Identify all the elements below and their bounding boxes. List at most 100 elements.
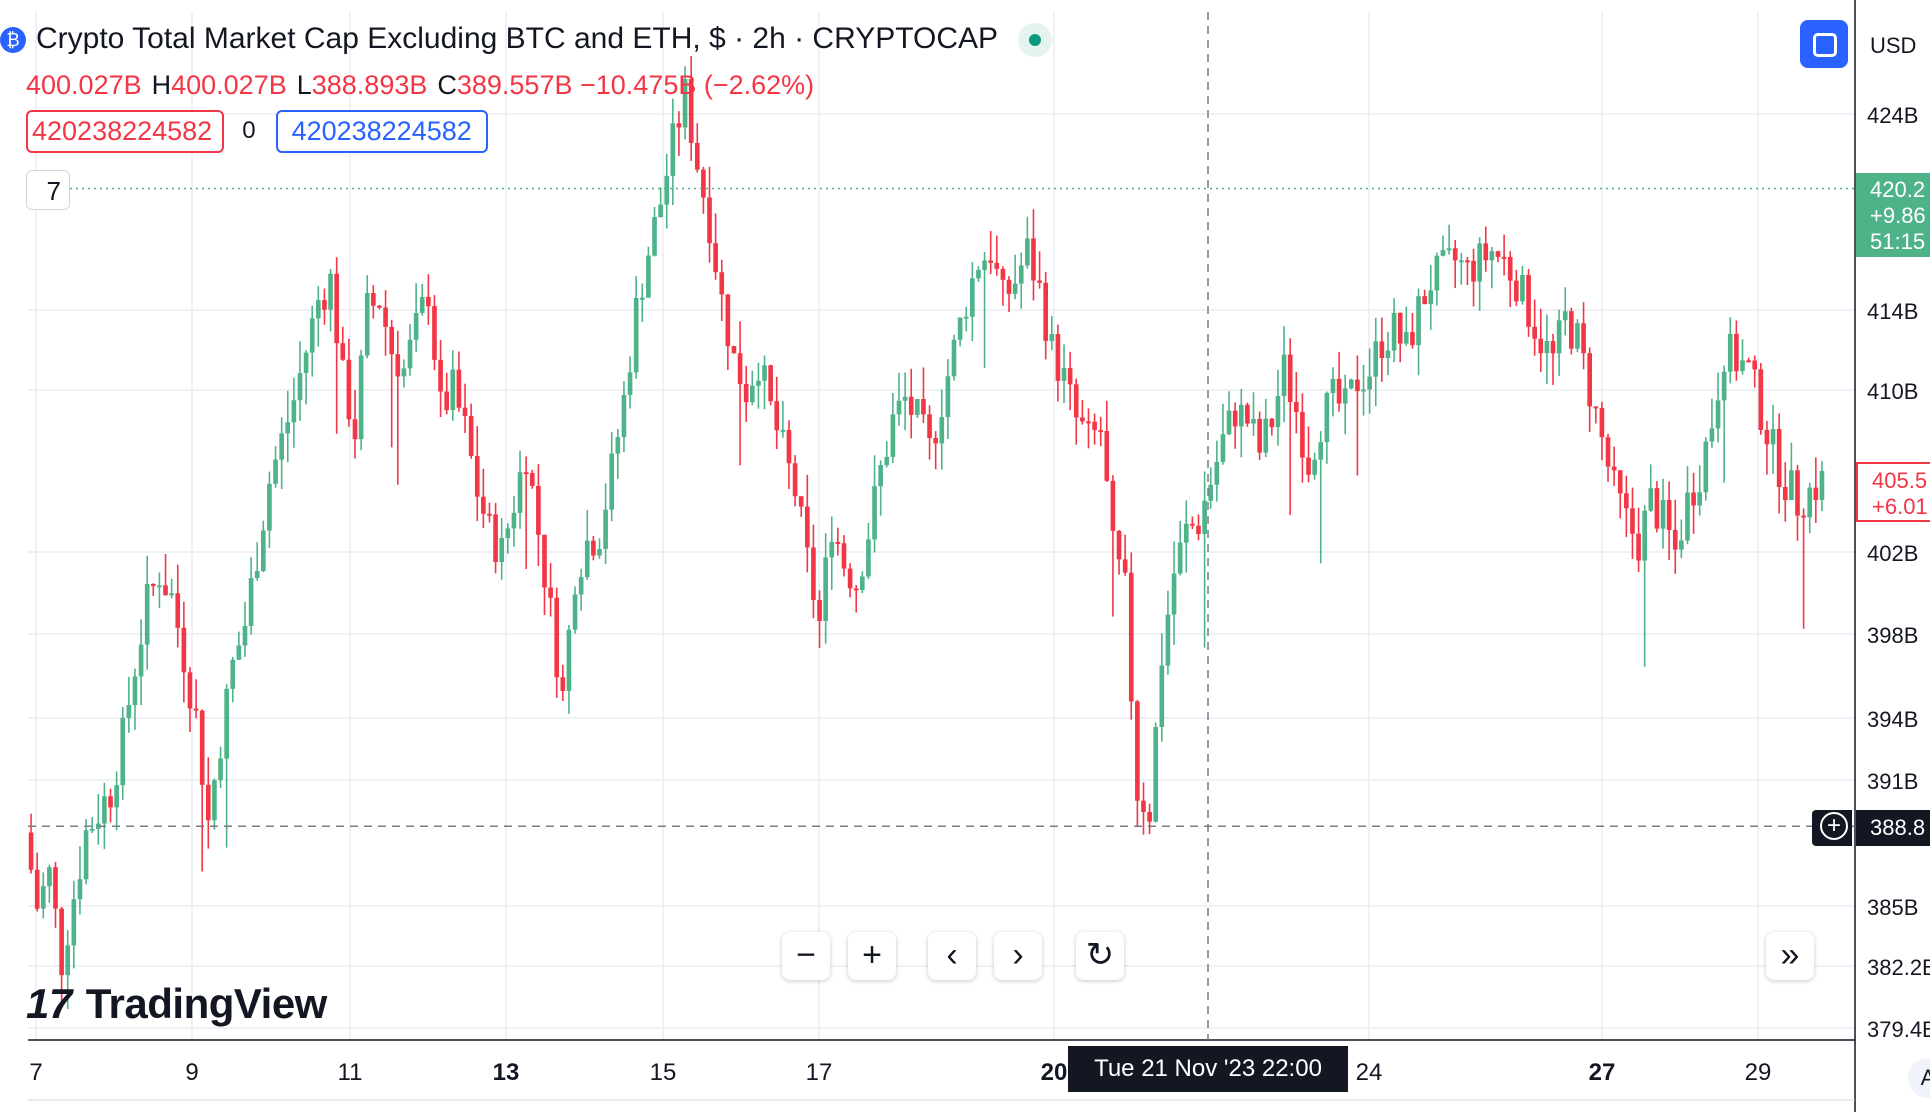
sell-button[interactable]: 420238224582 xyxy=(26,109,225,153)
candle-body xyxy=(1000,268,1006,280)
candle-body xyxy=(1416,296,1421,346)
candle-body xyxy=(908,396,914,415)
candle-body xyxy=(902,396,908,401)
candle-body xyxy=(560,677,566,691)
candle-body xyxy=(432,306,437,360)
candle-body xyxy=(1251,418,1256,424)
low-label: L xyxy=(296,70,312,100)
candle-body xyxy=(1263,418,1269,453)
reset-chart-button[interactable]: ↻ xyxy=(1076,932,1124,980)
candle-body xyxy=(804,506,810,548)
candle-body xyxy=(841,543,847,569)
candle-body xyxy=(951,339,957,377)
candle-body xyxy=(1135,701,1140,801)
add-alert-icon[interactable] xyxy=(1812,810,1852,846)
candle-body xyxy=(1141,800,1146,812)
candle-body xyxy=(316,300,321,319)
candle-body xyxy=(1648,488,1654,511)
candle-body xyxy=(83,830,89,880)
candle-body xyxy=(994,262,1000,269)
candle-body xyxy=(1672,529,1678,550)
candle-body xyxy=(1575,323,1580,349)
candle-body xyxy=(1691,492,1696,506)
scroll-forward-button[interactable]: › xyxy=(994,932,1042,980)
candle-body xyxy=(676,123,682,128)
candle-body xyxy=(1636,533,1641,561)
candle-body xyxy=(1782,487,1788,501)
candle-body xyxy=(762,365,767,381)
candle-body xyxy=(1727,333,1733,372)
buy-button[interactable]: 420238224582 xyxy=(275,109,488,153)
scroll-back-button[interactable]: ‹ xyxy=(928,932,976,980)
candle-body xyxy=(1397,312,1403,344)
candle-body xyxy=(878,465,883,487)
candle-body xyxy=(1342,388,1348,404)
tradingview-logo[interactable]: 17 TradingView xyxy=(26,980,327,1028)
candle-body xyxy=(334,273,339,344)
candle-body xyxy=(389,326,395,355)
candle-body xyxy=(1776,429,1782,488)
candle-body xyxy=(853,588,859,591)
candle-body xyxy=(725,294,731,347)
candle-body xyxy=(578,577,584,595)
fullscreen-button[interactable] xyxy=(1800,20,1848,68)
candle-body xyxy=(1428,290,1434,305)
collapse-legend-button[interactable]: 7 xyxy=(26,170,70,210)
candle-body xyxy=(1012,283,1018,294)
candle-body xyxy=(1391,312,1397,351)
candle-body xyxy=(1679,540,1684,550)
candle-body xyxy=(28,832,34,870)
candle-body xyxy=(1287,354,1293,402)
candle-body xyxy=(212,780,217,821)
market-status-icon[interactable] xyxy=(1018,23,1053,58)
y-tick-label: 391B xyxy=(1867,769,1918,794)
y-tick-label: 385B xyxy=(1867,895,1918,920)
candle-body xyxy=(1403,332,1409,344)
candle-body xyxy=(1318,442,1324,460)
candle-body xyxy=(383,307,388,327)
candle-body xyxy=(1220,434,1226,462)
candle-body xyxy=(377,305,382,308)
last-change: +9.86 xyxy=(1870,203,1926,228)
candle-body xyxy=(1098,430,1104,433)
auto-scale-button[interactable]: A xyxy=(1908,1058,1930,1098)
candle-body xyxy=(1587,353,1593,407)
candle-body xyxy=(138,644,144,677)
candle-body xyxy=(1202,500,1207,534)
candle-body xyxy=(65,945,71,976)
x-tick-label: 15 xyxy=(650,1059,677,1086)
candle-body xyxy=(462,407,468,416)
candle-body xyxy=(1611,466,1617,471)
zoom-in-button[interactable]: + xyxy=(848,932,896,980)
candle-body xyxy=(1770,429,1776,445)
candle-body xyxy=(1031,238,1036,281)
scroll-to-realtime-button[interactable]: » xyxy=(1766,932,1814,980)
currency-selector[interactable]: USD xyxy=(1860,26,1930,66)
candle-body xyxy=(102,796,107,824)
zoom-out-button[interactable]: − xyxy=(782,932,830,980)
candle-body xyxy=(126,705,132,718)
candle-body xyxy=(829,541,835,558)
candle-body xyxy=(47,867,52,887)
spread-value: 0 xyxy=(242,117,256,144)
candle-body xyxy=(945,376,951,418)
high-label: H xyxy=(151,70,172,100)
open-value: 400.027B xyxy=(26,70,142,100)
chart-legend[interactable]: ₿ Crypto Total Market Cap Excluding BTC a… xyxy=(0,22,1053,58)
candle-body xyxy=(150,583,156,586)
close-value: 389.557B xyxy=(456,70,573,100)
candle-body xyxy=(615,437,621,454)
candle-body xyxy=(554,597,560,678)
candle-body xyxy=(976,269,981,279)
candle-body xyxy=(285,422,291,434)
candle-body xyxy=(1581,323,1586,354)
y-tick-label: 398B xyxy=(1867,623,1918,648)
candle-body xyxy=(1208,484,1214,501)
candle-body xyxy=(1122,559,1128,573)
candle-body xyxy=(468,415,474,456)
candle-body xyxy=(1171,573,1177,615)
candle-body xyxy=(1410,332,1415,346)
candle-body xyxy=(963,316,969,319)
candle-body xyxy=(236,645,242,660)
